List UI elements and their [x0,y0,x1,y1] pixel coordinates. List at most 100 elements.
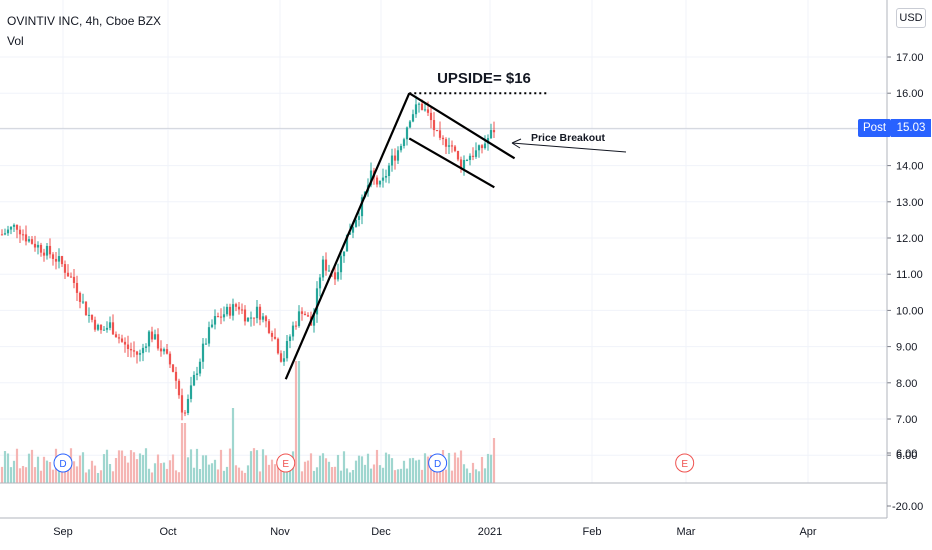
volume-bar [45,460,49,483]
candle-body [96,324,100,330]
volume-bar [156,454,160,483]
volume-bar [375,449,379,483]
volume-bar [327,461,331,483]
candle-body [342,251,346,257]
candle-body [165,349,169,354]
candle-body [141,347,145,354]
candle-body [276,338,280,354]
volume-bar [459,450,463,483]
breakout-arrow-head [511,138,522,149]
volume-bar [114,457,118,483]
candle-body [294,325,298,327]
volume-bar [192,467,196,483]
volume-bar [0,466,4,483]
candle-body [183,412,187,414]
candle-body [450,145,454,147]
candle-body [420,103,424,110]
candle-body [222,314,226,318]
volume-bar [450,470,454,483]
volume-bar [258,471,262,483]
currency-button[interactable]: USD [896,8,926,28]
volume-bar [123,456,127,483]
candle-body [315,288,319,315]
volume-bar [384,452,388,483]
volume-bar [30,449,34,483]
volume-bar [381,467,385,483]
volume-indicator-label[interactable]: Vol [7,34,24,48]
candle-body [384,175,388,178]
candle-body [51,254,55,259]
volume-bar [390,458,394,483]
candle-body [288,336,292,342]
candle-body [477,145,481,151]
candle-body [378,180,382,185]
volume-bar [174,470,178,483]
candle-body [252,317,256,319]
volume-bar [396,469,400,483]
y-tick-label: 12.00 [896,233,924,245]
candle-body [45,245,49,256]
candle-body [462,160,466,169]
volume-bar [456,457,460,483]
event-marker-label: E [282,459,289,470]
candle-body [60,256,64,265]
candle-body [273,336,277,339]
volume-bar [78,455,82,483]
volume-bar [24,467,28,483]
volume-bar [108,464,112,483]
volume-bar [354,460,358,483]
candle-body [153,334,157,340]
volume-bar [240,470,244,483]
volume-bar [276,464,280,483]
volume-bar [426,456,430,483]
candle-body [195,373,199,375]
volume-bar [153,463,157,483]
candle-body [279,353,283,362]
x-tick-label: Sep [53,526,73,538]
volume-bar [333,466,337,483]
candle-body [63,264,67,273]
candle-body [264,316,268,322]
candle-body [327,270,331,272]
volume-bar [420,469,424,483]
x-tick-label: Dec [371,526,391,538]
candle-body [489,130,493,139]
candle-body [249,317,253,319]
symbol-title: OVINTIV INC, 4h, Cboe BZX [7,14,162,28]
volume-bar [408,458,412,483]
y-tick-label: 17.00 [896,52,924,64]
candle-body [126,344,130,349]
volume-bar [237,467,241,483]
volume-bar [72,461,76,483]
candle-body [81,301,85,303]
breakout-arrow-line [511,142,627,153]
candle-body [417,103,421,105]
volume-bar [486,453,490,483]
volume-bar [306,460,310,483]
candle-body [135,351,139,355]
volume-bar [111,471,115,483]
volume-bar [288,466,292,483]
volume-bar [159,463,163,483]
candle-body [156,334,160,349]
time-axis[interactable]: Sep Oct Nov Dec 2021 Feb Mar Apr [53,526,817,538]
volume-bar [186,457,190,483]
volume-bar [87,469,91,483]
candle-body [267,321,271,333]
volume-bar [135,459,139,483]
volume-bar [417,459,421,483]
y-tick-label: 6.00 [896,448,917,460]
candle-body [0,234,4,236]
volume-bar [312,470,316,483]
volume-bar [405,468,409,483]
earnings-marker [276,453,296,473]
candle-body [177,380,181,396]
candle-body [243,309,247,322]
y-tick-label: 14.00 [896,161,924,173]
candle-body [414,104,418,115]
volume-bar [210,463,214,483]
candle-body [318,277,322,289]
candle-body [435,130,439,132]
